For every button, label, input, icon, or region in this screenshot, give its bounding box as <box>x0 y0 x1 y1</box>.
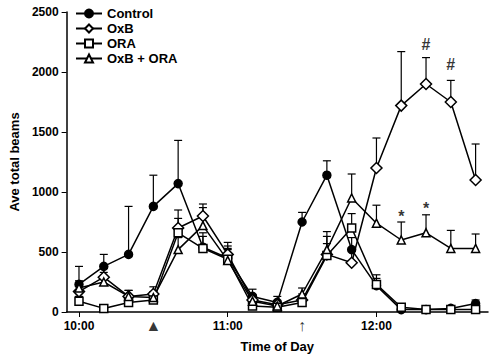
svg-text:1500: 1500 <box>32 125 59 139</box>
svg-text:Ave total beams: Ave total beams <box>7 112 22 211</box>
svg-text:OxB + ORA: OxB + ORA <box>107 51 178 66</box>
svg-text:#: # <box>446 56 455 73</box>
svg-text:#: # <box>422 36 431 53</box>
svg-text:OxB: OxB <box>107 21 134 36</box>
svg-text:0: 0 <box>52 305 59 319</box>
svg-text:10:00: 10:00 <box>64 319 95 333</box>
svg-text:12:00: 12:00 <box>361 319 392 333</box>
svg-text:▲: ▲ <box>145 317 161 334</box>
svg-text:2000: 2000 <box>32 65 59 79</box>
svg-text:2500: 2500 <box>32 5 59 19</box>
svg-text:Control: Control <box>107 6 153 21</box>
svg-text:ORA: ORA <box>107 36 137 51</box>
svg-text:↑: ↑ <box>298 317 306 334</box>
svg-text:*: * <box>423 200 430 217</box>
svg-text:1000: 1000 <box>32 185 59 199</box>
svg-text:500: 500 <box>39 245 59 259</box>
svg-text:Time of Day: Time of Day <box>241 339 315 354</box>
svg-text:*: * <box>398 208 405 225</box>
svg-text:11:00: 11:00 <box>213 319 243 333</box>
